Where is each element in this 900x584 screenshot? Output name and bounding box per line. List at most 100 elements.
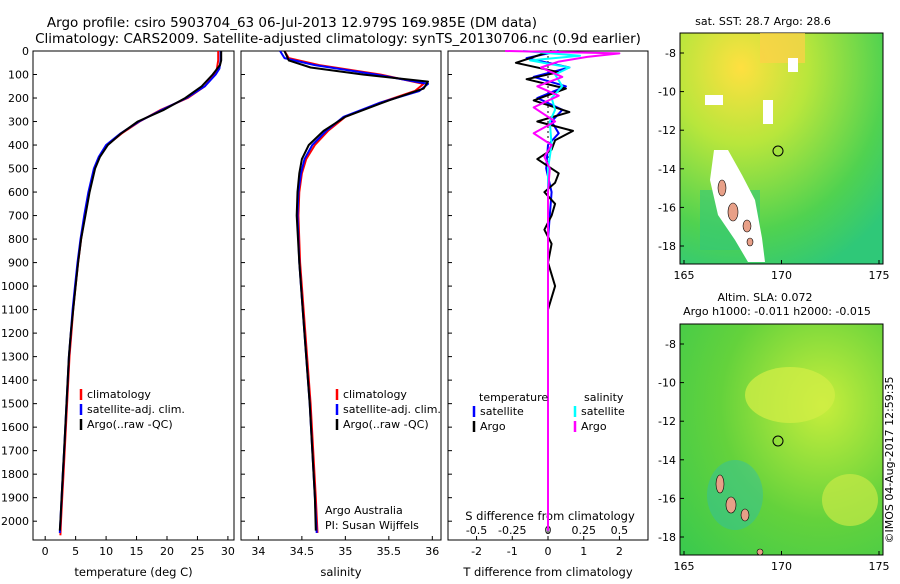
salinity-diff-tick-label: 0.5: [611, 524, 629, 537]
lat-tick-label: -14: [658, 454, 676, 467]
difference-top-xlabel: S difference from climatology: [465, 509, 635, 523]
salinity-xlabel: salinity: [320, 565, 361, 579]
sla-map-title: Altim. SLA: 0.072: [717, 291, 812, 304]
lat-tick-label: -16: [658, 492, 676, 505]
legend-label: climatology: [87, 388, 151, 401]
legend-title: salinity: [584, 391, 624, 404]
x-tick-label: -2: [471, 545, 482, 558]
depth-tick-label: 500: [8, 163, 29, 176]
lon-tick-label: 175: [869, 560, 890, 573]
x-tick-label: 5: [72, 545, 79, 558]
annotation-text: Argo Australia: [325, 504, 403, 517]
depth-tick-label: 1900: [1, 492, 29, 505]
depth-tick-label: 700: [8, 210, 29, 223]
depth-tick-label: 800: [8, 233, 29, 246]
island-icon: [742, 219, 752, 233]
series-line: [514, 50, 574, 531]
sst-map-title: sat. SST: 28.7 Argo: 28.6: [695, 15, 831, 28]
x-tick-label: 35: [338, 545, 352, 558]
x-tick-label: 30: [221, 545, 235, 558]
depth-tick-label: 1200: [1, 327, 29, 340]
depth-tick-label: 1300: [1, 351, 29, 364]
salinity-diff-tick-label: -0.5: [466, 524, 487, 537]
depth-tick-label: 100: [8, 69, 29, 82]
lat-tick-label: -10: [658, 377, 676, 390]
lon-tick-label: 175: [869, 269, 890, 282]
lon-tick-label: 165: [674, 560, 695, 573]
sst-map: -8 -10 -12 -14 -16 -18 165 170 175: [658, 32, 890, 282]
depth-tick-label: 1100: [1, 304, 29, 317]
island-icon: [740, 508, 750, 522]
depth-tick-label: 600: [8, 186, 29, 199]
island-icon: [725, 496, 737, 514]
x-tick-label: 15: [130, 545, 144, 558]
island-icon: [746, 237, 754, 247]
temperature-panel: 0100200300400500600700800900100011001200…: [1, 45, 235, 579]
difference-xlabel: T difference from climatology: [462, 565, 633, 579]
sla-map: -8 -10 -12 -14 -16 -18 165 170 175: [658, 323, 890, 573]
x-tick-label: 36: [425, 545, 439, 558]
x-tick-label: 10: [99, 545, 113, 558]
x-tick-label: -1: [507, 545, 518, 558]
x-tick-label: 0: [545, 545, 552, 558]
sst-cloud-mask: [788, 58, 798, 72]
depth-tick-label: 900: [8, 257, 29, 270]
argo-location-marker: [772, 435, 784, 447]
island-icon: [717, 179, 727, 197]
series-line: [283, 50, 429, 531]
difference-panel: -2 -1 0 1 2 T difference from climatology -0.5…: [447, 50, 649, 579]
depth-tick-label: 1600: [1, 421, 29, 434]
x-tick-label: 1: [580, 545, 587, 558]
lon-tick-label: 170: [771, 269, 792, 282]
legend-label: Argo: [581, 420, 607, 433]
salinity-diff-tick-label: 0.25: [571, 524, 596, 537]
series-line: [505, 50, 621, 531]
depth-tick-label: 0: [22, 45, 29, 58]
island-icon: [727, 202, 739, 222]
legend-label: satellite: [480, 405, 524, 418]
island-icon: [756, 548, 764, 556]
lat-tick-label: -8: [665, 47, 676, 60]
sla-map-patch: [707, 460, 763, 530]
x-tick-label: 0: [42, 545, 49, 558]
sla-map-subtitle: Argo h1000: -0.011 h2000: -0.015: [683, 305, 871, 318]
argo-location-marker: [772, 145, 784, 157]
header-line-1: Argo profile: csiro 5903704_63 06-Jul-20…: [47, 15, 537, 31]
legend-label: climatology: [343, 388, 407, 401]
sla-map-patch: [745, 367, 835, 423]
lat-tick-label: -18: [658, 531, 676, 544]
legend-label: satellite-adj. clim.: [343, 403, 441, 416]
x-tick-label: 25: [190, 545, 204, 558]
legend-label: satellite: [581, 405, 625, 418]
lat-tick-label: -8: [665, 338, 676, 351]
depth-tick-label: 300: [8, 116, 29, 129]
lat-tick-label: -18: [658, 240, 676, 253]
x-tick-label: 35.5: [377, 545, 402, 558]
salinity-diff-tick-label: -0.25: [498, 524, 526, 537]
lat-tick-label: -16: [658, 201, 676, 214]
lon-tick-label: 165: [674, 269, 695, 282]
header-line-2: Climatology: CARS2009. Satellite-adjuste…: [35, 31, 641, 47]
x-tick-label: 34.5: [290, 545, 315, 558]
sst-cloud-mask: [763, 100, 773, 124]
island-icon: [715, 474, 725, 494]
legend-label: Argo: [480, 420, 506, 433]
sst-cloud-mask: [705, 95, 723, 105]
depth-tick-label: 1800: [1, 468, 29, 481]
lat-tick-label: -10: [658, 86, 676, 99]
imos-timestamp: ©IMOS 04-Aug-2017 12:59:35: [883, 377, 896, 544]
lon-tick-label: 170: [771, 560, 792, 573]
legend-label: satellite-adj. clim.: [87, 403, 185, 416]
lat-tick-label: -12: [658, 124, 676, 137]
sla-map-patch: [822, 474, 878, 526]
sst-cloud-mask: [710, 150, 765, 262]
depth-tick-label: 400: [8, 139, 29, 152]
depth-tick-label: 1000: [1, 280, 29, 293]
legend-label: Argo(..raw -QC): [343, 418, 429, 431]
depth-tick-label: 1700: [1, 445, 29, 458]
x-tick-label: 20: [160, 545, 174, 558]
series-line: [58, 51, 223, 531]
annotation-text: PI: Susan Wijffels: [325, 519, 419, 532]
